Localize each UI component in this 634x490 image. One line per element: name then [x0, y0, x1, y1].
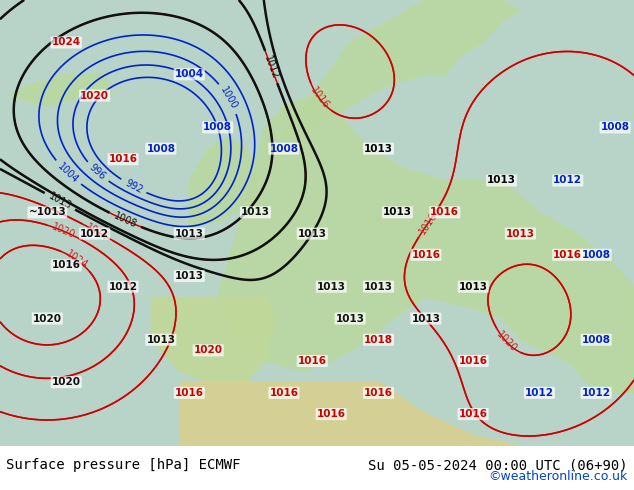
Text: 1016: 1016: [553, 250, 582, 260]
Polygon shape: [10, 74, 113, 106]
Text: 1012: 1012: [108, 282, 138, 292]
Text: 1013: 1013: [47, 191, 73, 212]
Text: 1012: 1012: [80, 228, 109, 239]
Text: 1018: 1018: [364, 335, 393, 345]
Text: 1024: 1024: [63, 249, 89, 271]
Text: Su 05-05-2024 00:00 UTC (06+90): Su 05-05-2024 00:00 UTC (06+90): [368, 458, 628, 472]
Text: 1020: 1020: [52, 377, 81, 387]
Text: 1013: 1013: [364, 282, 393, 292]
Text: 1008: 1008: [146, 144, 176, 154]
Text: 1016: 1016: [458, 356, 488, 366]
Text: 1020: 1020: [495, 330, 519, 355]
Text: ~1013: ~1013: [29, 207, 66, 218]
Text: 1000: 1000: [218, 85, 239, 112]
Text: 1013: 1013: [335, 314, 365, 323]
Text: 1016: 1016: [298, 356, 327, 366]
Text: 1016: 1016: [175, 388, 204, 398]
Text: 1012: 1012: [581, 388, 611, 398]
Text: 1020: 1020: [193, 345, 223, 355]
Polygon shape: [190, 138, 256, 234]
Text: 1016: 1016: [417, 210, 439, 236]
Text: 1008: 1008: [600, 122, 630, 132]
Text: 996: 996: [87, 162, 108, 182]
Text: 1008: 1008: [581, 335, 611, 345]
Text: Surface pressure [hPa] ECMWF: Surface pressure [hPa] ECMWF: [6, 458, 241, 472]
Text: 1016: 1016: [108, 154, 138, 164]
Text: 1008: 1008: [203, 122, 232, 132]
Text: 1013: 1013: [383, 207, 412, 218]
Text: 1013: 1013: [411, 314, 441, 323]
Text: 1016: 1016: [317, 409, 346, 419]
Text: 1008: 1008: [581, 250, 611, 260]
Text: 1013: 1013: [298, 228, 327, 239]
Text: 1004: 1004: [56, 161, 81, 185]
Text: 1013: 1013: [487, 175, 516, 186]
Polygon shape: [275, 0, 521, 159]
Text: 1016: 1016: [411, 250, 441, 260]
Text: 1016: 1016: [52, 260, 81, 270]
Text: 1012: 1012: [525, 388, 554, 398]
Text: 1020: 1020: [50, 222, 77, 241]
Text: 1013: 1013: [506, 228, 535, 239]
Text: 1016: 1016: [269, 388, 299, 398]
Text: 1013: 1013: [458, 282, 488, 292]
Text: 1020: 1020: [33, 314, 61, 323]
Text: ©weatheronline.co.uk: ©weatheronline.co.uk: [488, 470, 628, 483]
Text: 1008: 1008: [112, 211, 138, 230]
Text: 1024: 1024: [52, 37, 81, 48]
Text: 1016: 1016: [364, 388, 393, 398]
Text: 1013: 1013: [175, 271, 204, 281]
Text: 1013: 1013: [175, 228, 204, 239]
Text: 1013: 1013: [364, 144, 393, 154]
Text: 1012: 1012: [553, 175, 582, 186]
Text: 1016: 1016: [458, 409, 488, 419]
Text: 1004: 1004: [175, 69, 204, 79]
Text: 1016: 1016: [84, 222, 111, 242]
Text: 1013: 1013: [317, 282, 346, 292]
Text: 1013: 1013: [241, 207, 270, 218]
Polygon shape: [152, 297, 275, 382]
Text: 1008: 1008: [269, 144, 299, 154]
Text: 1013: 1013: [146, 335, 176, 345]
Text: 1016: 1016: [308, 86, 331, 111]
Text: 1016: 1016: [430, 207, 459, 218]
Text: 1020: 1020: [80, 91, 109, 100]
Polygon shape: [180, 382, 634, 446]
Text: 1012: 1012: [262, 54, 280, 80]
Polygon shape: [0, 0, 634, 446]
Text: 992: 992: [123, 178, 144, 195]
Polygon shape: [217, 96, 634, 393]
